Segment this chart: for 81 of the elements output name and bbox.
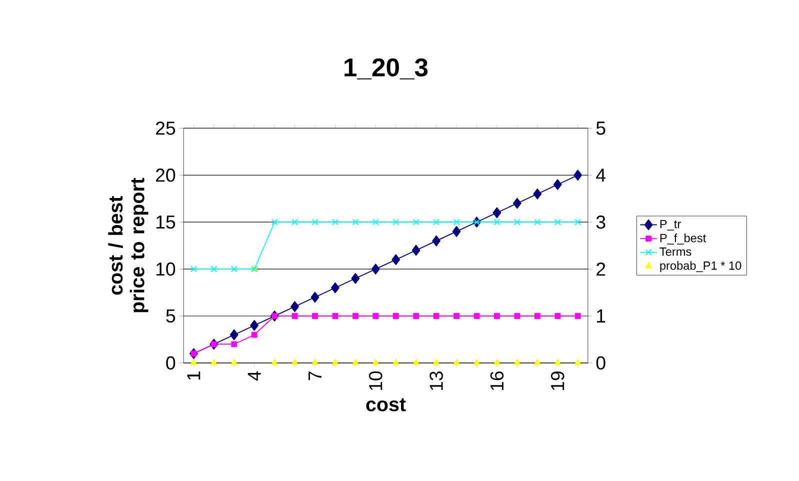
y2-tick-label: 4 <box>596 168 606 182</box>
point <box>331 282 340 294</box>
x-tick-label: 1 <box>187 371 200 380</box>
y-tick-label: 25 <box>156 121 176 135</box>
point <box>534 312 540 319</box>
point <box>291 358 298 365</box>
point <box>432 358 440 365</box>
point <box>534 358 542 365</box>
point <box>553 178 562 190</box>
point <box>332 312 338 319</box>
point <box>433 312 440 319</box>
point <box>494 312 500 319</box>
point <box>210 358 218 365</box>
point <box>230 329 238 340</box>
point <box>392 358 400 365</box>
point <box>474 312 480 319</box>
point <box>574 312 581 319</box>
point <box>290 301 299 312</box>
point <box>412 358 420 365</box>
x-tick-label: 10 <box>369 371 382 390</box>
x-tick-label: 19 <box>550 371 564 390</box>
y-tick-label: 5 <box>166 309 176 322</box>
point <box>574 358 582 365</box>
y-tick-label: 0 <box>166 356 176 370</box>
y2-tick-label: 1 <box>597 309 606 322</box>
y-axis-title: cost / best price to report <box>108 178 148 312</box>
point <box>250 320 259 331</box>
x-tick-label: 4 <box>248 371 261 380</box>
point <box>554 358 562 365</box>
point <box>454 312 460 319</box>
point <box>492 207 502 218</box>
y2-tick-label: 5 <box>596 122 606 135</box>
x-tick-label: 13 <box>430 371 443 390</box>
point <box>352 312 358 319</box>
point <box>231 341 238 347</box>
point <box>230 358 238 365</box>
legend-label: probab_P1 * 10 <box>660 260 742 272</box>
point <box>351 272 360 284</box>
x-axis-title: cost <box>366 398 406 412</box>
point <box>514 358 521 365</box>
chart-title: 1_20_3 <box>344 58 428 80</box>
point <box>310 292 320 303</box>
point <box>554 312 561 319</box>
point <box>311 358 319 365</box>
point <box>371 263 380 274</box>
x-tick-label: 7 <box>308 371 322 380</box>
point <box>493 358 501 365</box>
legend-label: P_f_best <box>660 233 706 244</box>
point <box>533 188 542 200</box>
point <box>473 358 480 365</box>
point <box>452 358 460 365</box>
legend-label: Terms <box>660 247 692 256</box>
y2-tick-label: 2 <box>596 262 606 276</box>
y-tick-label: 15 <box>156 215 176 229</box>
point <box>270 358 278 365</box>
point <box>432 235 440 246</box>
point <box>190 358 198 365</box>
x-tick-label: 16 <box>490 371 504 390</box>
point <box>210 341 217 347</box>
point <box>452 226 461 237</box>
point <box>574 170 582 180</box>
point <box>512 198 522 209</box>
point <box>190 350 197 356</box>
point <box>312 312 318 319</box>
y-tick-label: 20 <box>156 168 176 182</box>
point <box>392 312 399 319</box>
y-tick-label: 10 <box>156 262 176 276</box>
point <box>251 332 258 338</box>
point <box>272 312 278 319</box>
point <box>413 312 420 319</box>
point <box>412 244 420 256</box>
legend-label: P_tr <box>660 220 681 230</box>
point <box>514 312 520 319</box>
y2-tick-label: 3 <box>596 215 606 229</box>
point <box>372 358 380 365</box>
point <box>292 312 298 319</box>
y2-tick-label: 0 <box>596 356 606 370</box>
point <box>332 358 339 365</box>
point <box>372 312 379 319</box>
point <box>352 358 360 365</box>
point <box>392 254 400 265</box>
